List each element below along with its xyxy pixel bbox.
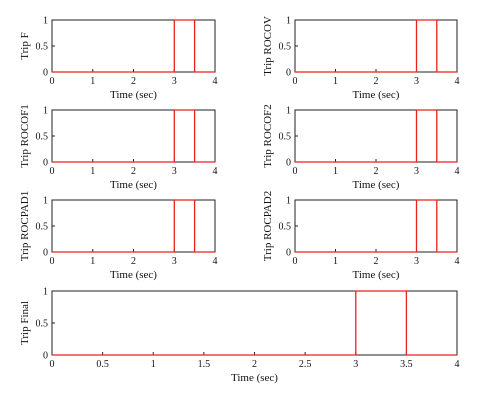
x-axis-label: Time (sec) [110, 179, 157, 191]
panel-trip-rocof1: 0 1 2 3 4 0 0.5 1 Time (sec) Trip ROCOF1 [19, 104, 218, 191]
x-tick-label: 2 [131, 76, 136, 87]
x-tick-label: 0 [293, 256, 298, 267]
panel-trip-rocpad2: 0 1 2 3 4 0 0.5 1 Time (sec) Trip ROCPAD2 [262, 191, 460, 281]
y-axis-label: Trip ROCOV [262, 16, 274, 76]
x-tick-label: 1 [333, 256, 338, 267]
panel-trip-f: 0 1 2 3 4 0 0.5 1 Time (sec) Trip F [19, 16, 218, 102]
x-tick-label: 3.5 [400, 359, 413, 370]
x-tick-label: 0 [293, 76, 298, 87]
x-tick-label: 2 [374, 256, 379, 267]
x-tick-label: 2 [374, 166, 379, 177]
x-tick-label: 0 [50, 359, 55, 370]
panel-trip-final: 0 0.5 1 1.5 2 2.5 3 3.5 4 0 0.5 1 Time (sec) Trip Fin… [19, 287, 460, 385]
y-tick-label: 0 [43, 158, 48, 169]
x-tick-label: 3 [414, 166, 419, 177]
x-axis-label: Time (sec) [110, 269, 157, 281]
x-tick-label: 4 [455, 256, 460, 267]
trip-signal-line [52, 199, 215, 253]
trip-signal-line [52, 290, 457, 356]
x-tick-label: 2 [131, 256, 136, 267]
y-tick-label: 0 [286, 158, 291, 169]
y-tick-label: 0.5 [36, 222, 49, 233]
x-axis-label: Time (sec) [353, 269, 400, 281]
x-tick-label: 1 [90, 256, 95, 267]
x-tick-label: 3 [414, 256, 419, 267]
x-tick-label: 3 [414, 76, 419, 87]
trip-signal-line [295, 109, 457, 163]
x-tick-label: 1 [90, 166, 95, 177]
x-tick-label: 1 [333, 166, 338, 177]
trip-signal-line [295, 19, 457, 73]
x-tick-label: 4 [455, 359, 460, 370]
x-tick-label: 0 [293, 166, 298, 177]
y-tick-label: 0 [43, 248, 48, 259]
plot-frame [51, 290, 458, 356]
y-tick-label: 0 [286, 68, 291, 79]
plot-frame [294, 19, 458, 73]
x-tick-label: 0 [50, 76, 55, 87]
x-tick-label: 3 [172, 256, 177, 267]
y-tick-label: 0.5 [279, 42, 292, 53]
x-axis-label: Time (sec) [231, 372, 278, 384]
x-tick-label: 0 [50, 256, 55, 267]
x-tick-label: 3 [353, 359, 358, 370]
y-tick-label: 1 [286, 16, 291, 27]
y-axis-label: Trip F [19, 32, 31, 59]
x-tick-label: 1 [333, 76, 338, 87]
panel-trip-rocpad1: 0 1 2 3 4 0 0.5 1 Time (sec) Trip ROCPAD1 [19, 191, 218, 281]
x-tick-label: 3 [172, 76, 177, 87]
plot-frame [51, 19, 216, 73]
x-axis-label: Time (sec) [353, 179, 400, 191]
x-tick-label: 1 [151, 359, 156, 370]
x-tick-label: 0 [50, 166, 55, 177]
y-tick-label: 1 [43, 287, 48, 298]
x-tick-label: 4 [213, 256, 218, 267]
y-tick-label: 0.5 [36, 132, 49, 143]
y-axis-label: Trip ROCPAD1 [19, 191, 31, 261]
panel-trip-rocov: 0 1 2 3 4 0 0.5 1 Time (sec) Trip ROCOV [262, 16, 460, 102]
x-tick-label: 1.5 [198, 359, 211, 370]
y-tick-label: 0 [43, 351, 48, 362]
y-tick-label: 0.5 [279, 132, 292, 143]
x-tick-label: 3 [172, 166, 177, 177]
x-tick-label: 2 [131, 166, 136, 177]
x-tick-label: 4 [455, 76, 460, 87]
y-tick-label: 1 [43, 196, 48, 207]
plot-frame [294, 199, 458, 253]
x-tick-label: 0.5 [96, 359, 109, 370]
y-tick-label: 1 [286, 196, 291, 207]
plot-frame [294, 109, 458, 163]
y-tick-label: 1 [43, 106, 48, 117]
x-tick-label: 4 [213, 76, 218, 87]
y-tick-label: 0 [286, 248, 291, 259]
y-axis-label: Trip ROCOF1 [19, 104, 31, 167]
plot-frame [51, 199, 216, 253]
x-axis-label: Time (sec) [353, 89, 400, 101]
trip-signal-line [295, 199, 457, 253]
plot-frame [51, 109, 216, 163]
x-tick-label: 2.5 [299, 359, 312, 370]
x-tick-label: 1 [90, 76, 95, 87]
y-tick-label: 0.5 [36, 319, 49, 330]
y-tick-label: 0.5 [36, 42, 49, 53]
trip-signal-line [52, 19, 215, 73]
y-axis-label: Trip Final [19, 301, 31, 345]
y-axis-label: Trip ROCOF2 [262, 104, 274, 167]
x-tick-label: 4 [455, 166, 460, 177]
y-tick-label: 1 [286, 106, 291, 117]
x-tick-label: 2 [252, 359, 257, 370]
y-tick-label: 0.5 [279, 222, 292, 233]
trip-signal-line [52, 109, 215, 163]
x-tick-label: 2 [374, 76, 379, 87]
y-tick-label: 0 [43, 68, 48, 79]
x-axis-label: Time (sec) [110, 89, 157, 101]
x-tick-label: 4 [213, 166, 218, 177]
y-axis-label: Trip ROCPAD2 [262, 191, 274, 261]
y-tick-label: 1 [43, 16, 48, 27]
panel-trip-rocof2: 0 1 2 3 4 0 0.5 1 Time (sec) Trip ROCOF2 [262, 104, 460, 191]
